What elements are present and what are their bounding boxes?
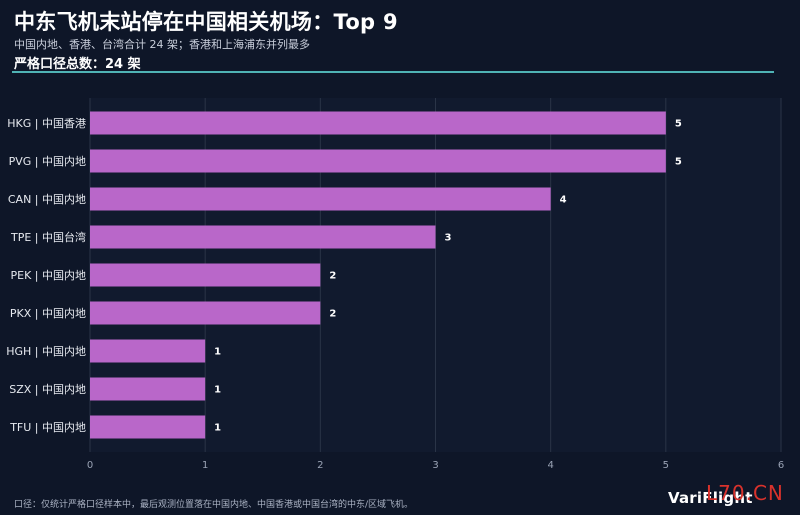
- data-label: 4: [560, 195, 567, 206]
- bar: [90, 301, 321, 325]
- data-label: 1: [214, 347, 221, 358]
- y-tick-label: SZX | 中国内地: [9, 382, 86, 396]
- y-tick-label: PKX | 中国内地: [10, 306, 86, 320]
- bar-chart: HKG | 中国香港 5 PVG | 中国内地 5 CAN | 中国内地 4 TPE | 中…: [6, 98, 784, 471]
- tick-layer: 0 1 2 3 4 5 6: [87, 460, 784, 471]
- y-tick-label: HGH | 中国内地: [6, 344, 86, 358]
- data-label: 2: [329, 309, 336, 320]
- bar: [90, 377, 206, 401]
- x-tick-label: 5: [663, 460, 669, 471]
- data-label: 3: [445, 233, 452, 244]
- data-label: 2: [329, 271, 336, 282]
- footnote: 口径：仅统计严格口径样本中，最后观测位置落在中国内地、中国香港或中国台湾的中东/…: [14, 500, 414, 510]
- label-layer: HKG | 中国香港 5 PVG | 中国内地 5 CAN | 中国内地 4 TPE | 中…: [6, 117, 682, 434]
- bar: [90, 339, 206, 363]
- bar: [90, 225, 436, 249]
- chart-title: 中东飞机末站停在中国相关机场：Top 9: [14, 10, 398, 34]
- data-label: 1: [214, 423, 221, 434]
- x-tick-label: 4: [547, 460, 553, 471]
- x-tick-label: 0: [87, 460, 93, 471]
- header-divider: [12, 71, 774, 73]
- data-label: 5: [675, 157, 682, 168]
- data-label: 5: [675, 119, 682, 130]
- y-tick-label: TPE | 中国台湾: [10, 230, 86, 244]
- y-tick-label: CAN | 中国内地: [8, 192, 86, 206]
- y-tick-label: TFU | 中国内地: [9, 420, 86, 434]
- watermark: L70.CN: [706, 481, 784, 505]
- y-tick-label: PEK | 中国内地: [11, 268, 87, 282]
- y-tick-label: HKG | 中国香港: [7, 117, 86, 130]
- bar: [90, 149, 666, 173]
- total-count-headline: 严格口径总数：24 架: [14, 57, 141, 72]
- bar: [90, 415, 206, 439]
- bar: [90, 187, 551, 211]
- bar: [90, 263, 321, 287]
- x-tick-label: 2: [317, 460, 323, 471]
- x-tick-label: 1: [202, 460, 208, 471]
- data-label: 1: [214, 385, 221, 396]
- x-tick-label: 3: [432, 460, 438, 471]
- y-tick-label: PVG | 中国内地: [9, 154, 86, 168]
- x-tick-label: 6: [778, 460, 784, 471]
- bar-layer: [90, 111, 666, 439]
- brand-logo: VariFlight: [668, 489, 753, 507]
- bar: [90, 111, 666, 135]
- chart-subtitle: 中国内地、香港、台湾合计 24 架；香港和上海浦东并列最多: [14, 38, 310, 51]
